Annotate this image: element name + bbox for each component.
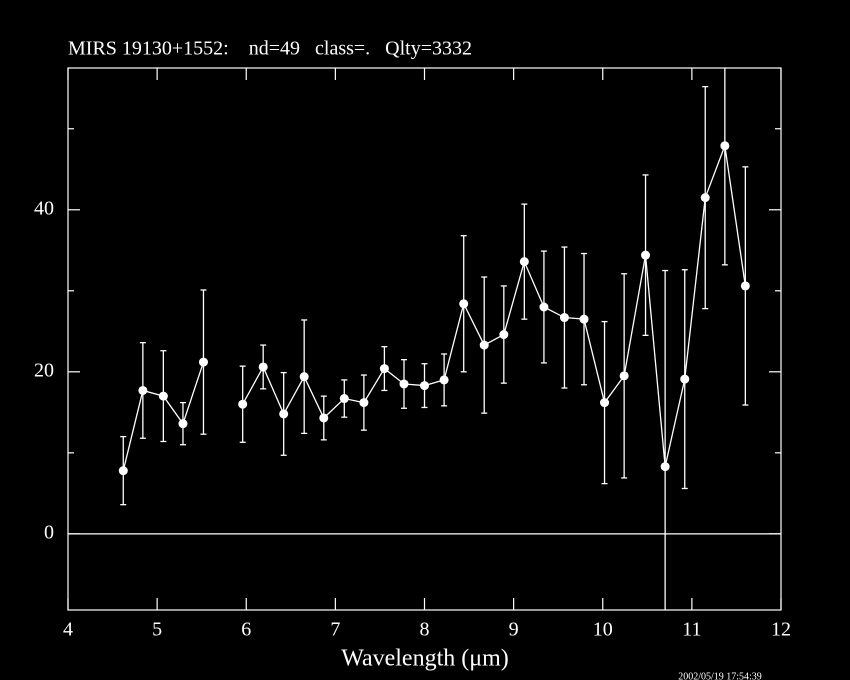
data-point xyxy=(740,281,750,291)
data-point xyxy=(359,398,369,408)
data-point xyxy=(720,141,730,151)
data-point xyxy=(519,257,529,267)
data-point xyxy=(641,250,651,260)
y-tick-label: 20 xyxy=(34,359,54,381)
data-point xyxy=(420,381,429,391)
chart-title: MIRS 19130+1552: nd=49 class=. Qlty=3332 xyxy=(68,38,472,60)
data-point xyxy=(238,399,248,409)
data-point xyxy=(600,398,610,408)
x-tick-label: 5 xyxy=(152,619,162,641)
data-point xyxy=(579,314,589,324)
data-point xyxy=(379,364,389,374)
x-tick-label: 6 xyxy=(241,619,251,641)
data-point xyxy=(439,375,449,385)
x-tick-label: 4 xyxy=(63,619,73,641)
data-point xyxy=(319,413,329,423)
x-tick-label: 7 xyxy=(330,619,340,641)
x-tick-label: 8 xyxy=(420,619,430,641)
data-point xyxy=(279,409,289,419)
y-tick-label: 0 xyxy=(44,521,54,543)
plot-area xyxy=(118,68,750,610)
data-point xyxy=(178,419,188,429)
data-point xyxy=(680,374,690,384)
data-point xyxy=(138,385,148,395)
data-point xyxy=(459,299,469,309)
x-axis-label: Wavelength (μm) xyxy=(341,646,509,672)
data-point xyxy=(539,302,549,312)
data-point xyxy=(399,379,409,389)
data-point xyxy=(258,362,268,372)
data-point xyxy=(619,371,629,381)
data-point xyxy=(158,391,168,401)
data-point xyxy=(559,313,569,323)
timestamp: 2002/05/19 17:54:39 xyxy=(678,671,762,680)
data-point xyxy=(700,193,710,203)
x-tick-label: 11 xyxy=(682,619,701,641)
y-tick-label: 40 xyxy=(34,197,54,219)
data-point xyxy=(339,394,349,404)
x-tick-label: 9 xyxy=(509,619,519,641)
data-point xyxy=(118,466,128,476)
data-point xyxy=(198,357,208,367)
data-point xyxy=(299,372,309,382)
plot-frame xyxy=(67,67,782,611)
data-point xyxy=(660,462,670,472)
data-point xyxy=(479,340,489,350)
data-point xyxy=(499,330,509,340)
x-tick-label: 12 xyxy=(771,619,791,641)
x-tick-label: 10 xyxy=(593,619,613,641)
data-line xyxy=(242,143,746,467)
